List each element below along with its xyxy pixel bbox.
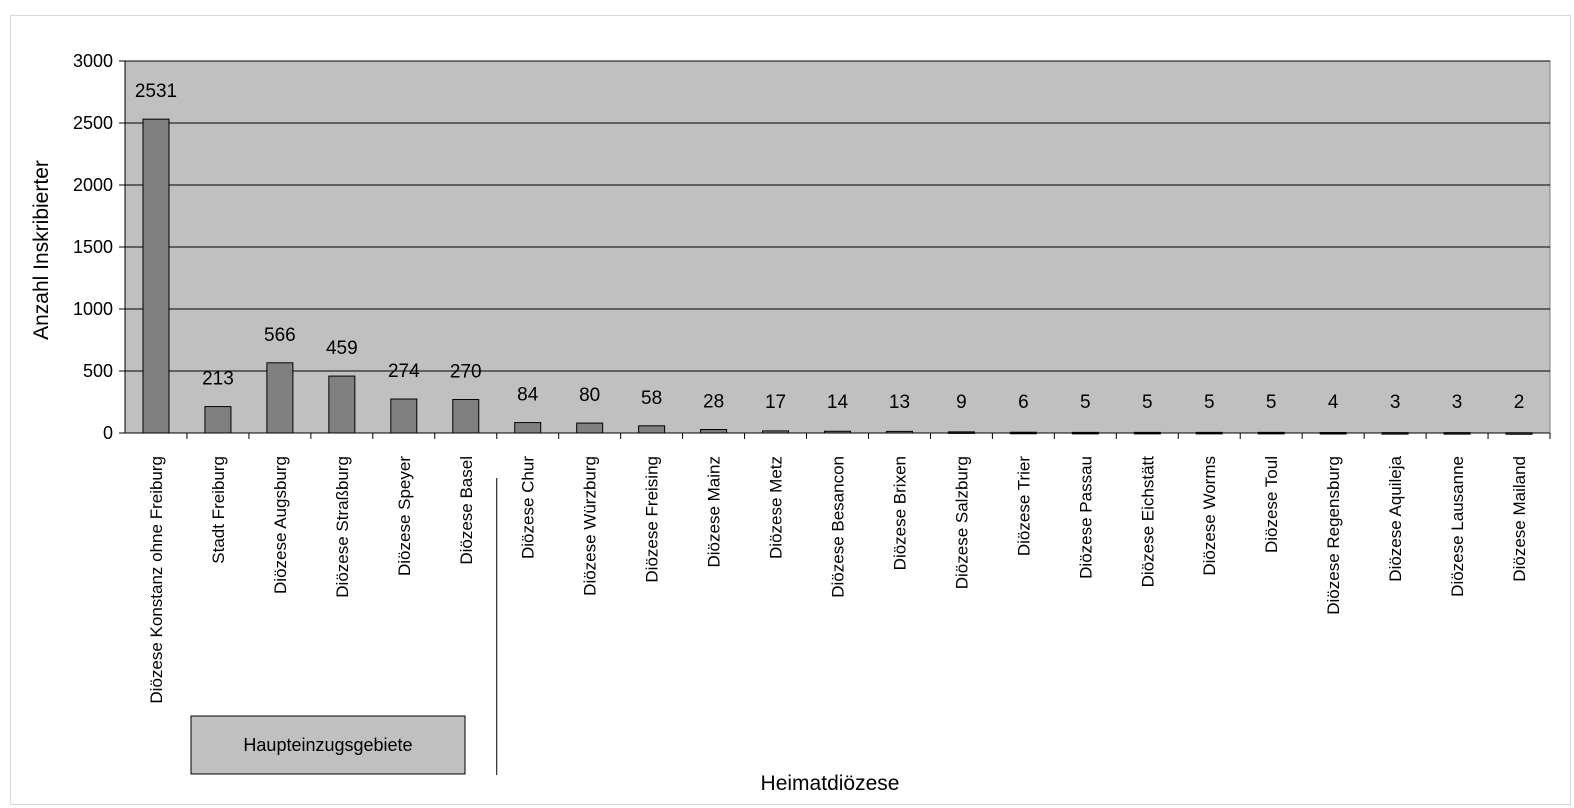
data-label: 58 — [641, 388, 662, 409]
data-label: 2 — [1514, 392, 1525, 413]
annotation-box: Haupteinzugsgebiete — [190, 715, 466, 775]
bar — [638, 425, 666, 434]
y-tick-label: 2500 — [73, 113, 113, 133]
y-tick-label: 0 — [103, 423, 113, 443]
bar — [328, 375, 356, 434]
x-tick-label: Diözese Augsburg — [271, 456, 290, 594]
x-tick-label: Diözese Konstanz ohne Freiburg — [147, 456, 166, 704]
data-label: 28 — [703, 392, 724, 413]
data-label: 2531 — [135, 81, 177, 102]
data-label: 6 — [1018, 392, 1029, 413]
x-tick-label: Diözese Chur — [519, 456, 538, 559]
data-label: 566 — [264, 325, 296, 346]
x-tick-label: Diözese Straßburg — [333, 456, 352, 598]
bar — [142, 118, 170, 434]
gridlines — [125, 60, 1550, 372]
x-tick-label: Diözese Eichstätt — [1138, 456, 1157, 588]
x-tick-label: Diözese Metz — [767, 456, 786, 559]
y-axis-title: Anzahl Inskribierter — [30, 160, 53, 340]
bar — [390, 398, 418, 434]
annotation-box-bg — [190, 715, 466, 775]
data-label: 459 — [326, 338, 358, 359]
x-tick-label: Diözese Regensburg — [1324, 456, 1343, 615]
data-label: 3 — [1390, 392, 1401, 413]
x-tick-label: Diözese Mailand — [1510, 456, 1529, 582]
x-tick-label: Diözese Basel — [457, 456, 476, 565]
x-tick-label: Diözese Mainz — [705, 456, 724, 568]
x-tick-label: Diözese Aquileja — [1386, 455, 1405, 581]
annotation-text: Haupteinzugsgebiete — [243, 735, 412, 755]
bar — [266, 362, 294, 434]
chart-frame — [10, 15, 1571, 805]
y-tick-label: 3000 — [73, 51, 113, 71]
x-tick-label: Diözese Passau — [1076, 456, 1095, 579]
x-tick-label: Diözese Lausanne — [1448, 456, 1467, 597]
x-tick-label: Diözese Brixen — [890, 456, 909, 570]
x-tick-label: Diözese Besancon — [829, 456, 848, 598]
data-label: 17 — [765, 392, 786, 413]
data-label: 80 — [579, 385, 600, 406]
x-tick-label: Diözese Speyer — [395, 456, 414, 576]
data-label: 270 — [450, 362, 482, 383]
data-label: 13 — [889, 392, 910, 413]
y-tick-label: 1500 — [73, 237, 113, 257]
data-label: 5 — [1266, 392, 1277, 413]
data-label: 5 — [1204, 392, 1215, 413]
data-label: 5 — [1142, 392, 1153, 413]
x-tick-label: Diözese Worms — [1200, 456, 1219, 576]
data-labels: 2531 213 566 459 274 270 84 80 58 28 17 14 13 9 6 5 5 5 5 4… — [135, 81, 1524, 413]
y-tick-label: 500 — [83, 361, 113, 381]
x-tick-label: Diözese Freising — [643, 456, 662, 583]
x-tick-label: Diözese Würzburg — [581, 456, 600, 596]
x-axis-labels: Diözese Konstanz ohne Freiburg Stadt Frei… — [147, 433, 1551, 704]
x-tick-label: Diözese Salzburg — [952, 456, 971, 589]
data-label: 84 — [517, 385, 539, 406]
y-tick-label: 2000 — [73, 175, 113, 195]
x-tick-label: Diözese Trier — [1014, 456, 1033, 556]
bar — [514, 422, 542, 434]
bar — [576, 422, 604, 434]
data-label: 5 — [1080, 392, 1091, 413]
x-tick-label: Diözese Toul — [1262, 456, 1281, 553]
data-label: 274 — [388, 361, 420, 382]
x-axis-title: Heimatdiözese — [761, 772, 900, 795]
data-label: 213 — [202, 369, 234, 390]
bar — [700, 429, 728, 434]
y-axis-ticks: 0 500 1000 1500 2000 2500 3000 — [73, 51, 125, 443]
data-label: 3 — [1452, 392, 1463, 413]
x-tick-label: Stadt Freiburg — [209, 456, 228, 564]
bar — [452, 399, 480, 434]
data-label: 4 — [1328, 392, 1339, 413]
data-label: 14 — [827, 392, 849, 413]
y-tick-label: 1000 — [73, 299, 113, 319]
data-label: 9 — [956, 392, 967, 413]
bar — [204, 406, 232, 434]
